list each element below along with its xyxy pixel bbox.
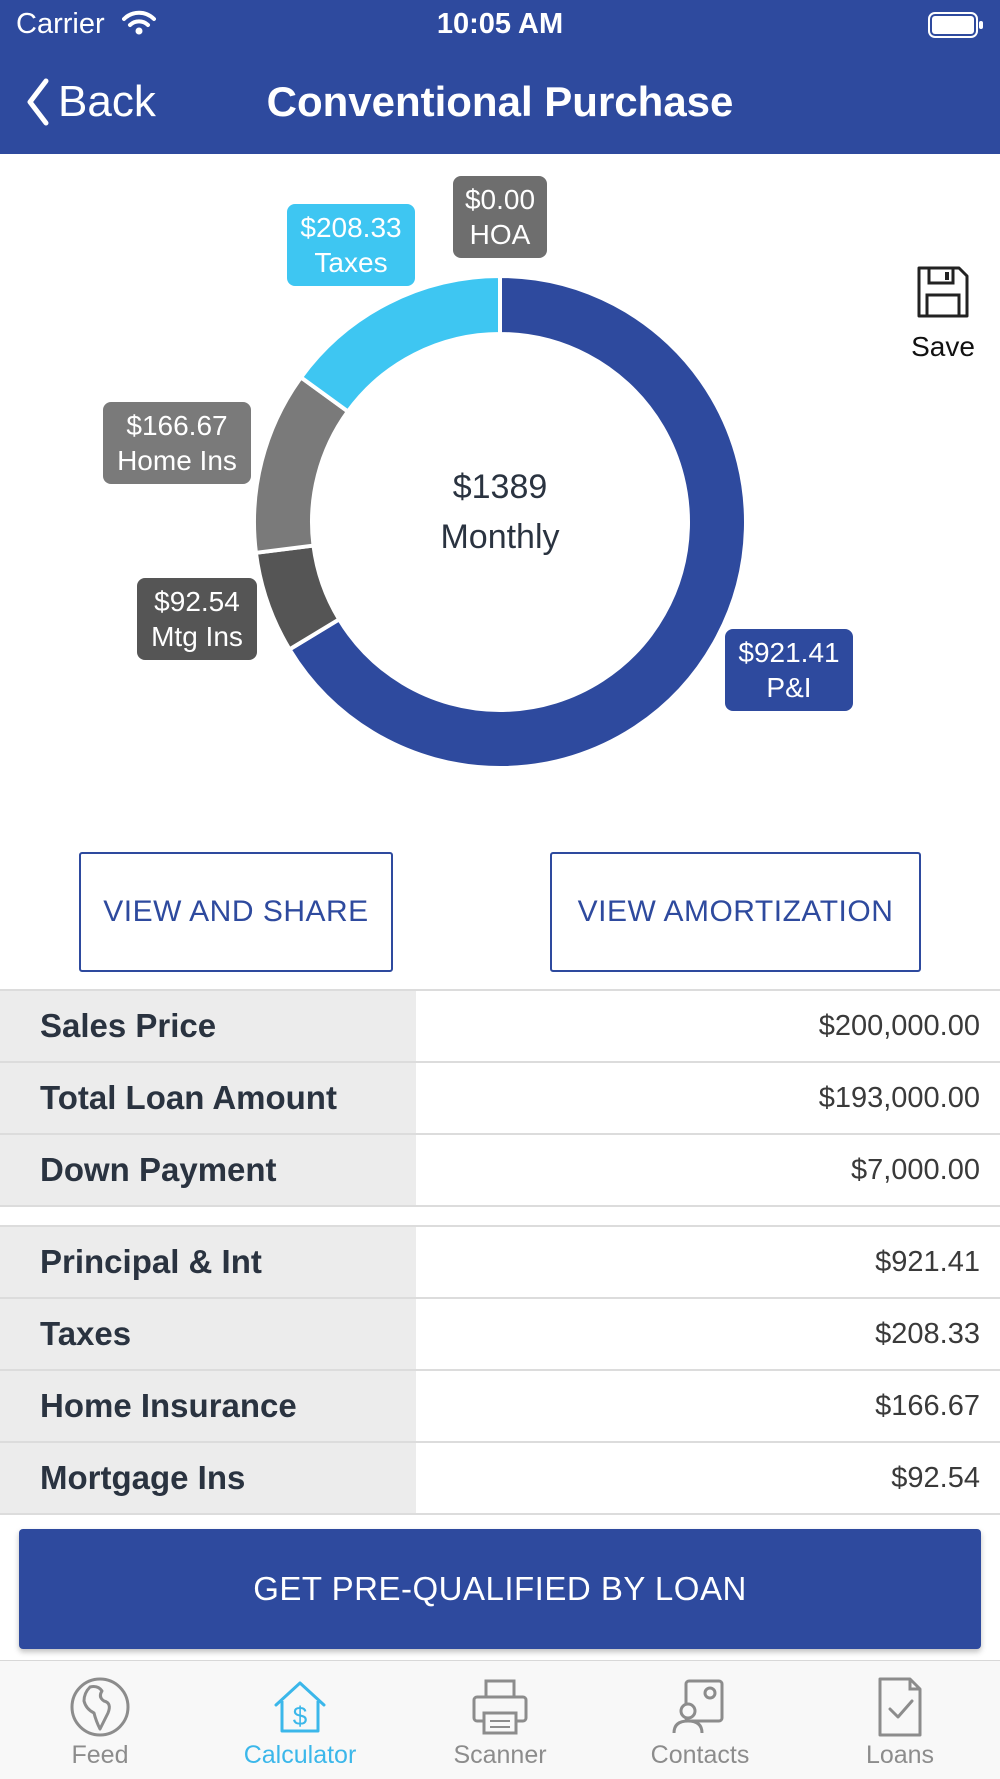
contacts-icon <box>672 1679 724 1734</box>
table-row: Principal & Int $921.41 <box>0 1227 1000 1299</box>
row-label: Down Payment <box>0 1135 416 1205</box>
tab-label: Contacts <box>650 1741 750 1769</box>
callout-pi: $921.41 P&I <box>725 629 853 711</box>
wifi-icon <box>122 10 156 35</box>
table-row: Sales Price $200,000.00 <box>0 991 1000 1063</box>
row-value: $208.33 <box>875 1317 980 1350</box>
save-button[interactable]: Save <box>900 264 986 363</box>
table-row: Home Insurance $166.67 <box>0 1371 1000 1443</box>
save-label: Save <box>911 331 975 362</box>
tab-bar: Feed $ Calculator Scanner Contacts <box>0 1660 1000 1779</box>
payment-donut-chart: $1389 Monthly <box>252 273 748 770</box>
row-label: Home Insurance <box>0 1371 416 1441</box>
row-value: $7,000.00 <box>850 1153 980 1186</box>
get-pre-qualified-button[interactable]: GET PRE-QUALIFIED BY LOAN <box>19 1529 981 1649</box>
tab-scanner[interactable]: Scanner <box>400 1661 600 1779</box>
document-check-icon <box>878 1677 922 1737</box>
tab-contacts[interactable]: Contacts <box>600 1661 800 1779</box>
callout-home-ins: $166.67 Home Ins <box>103 402 251 484</box>
callout-hoa-value: $0.00 <box>464 184 536 215</box>
printer-icon <box>472 1679 528 1735</box>
row-label: Total Loan Amount <box>0 1063 416 1133</box>
row-label: Sales Price <box>0 991 416 1061</box>
tab-label: Calculator <box>243 1741 357 1769</box>
tab-feed[interactable]: Feed <box>0 1661 200 1779</box>
loan-summary-table: Sales Price $200,000.00 Total Loan Amoun… <box>0 989 1000 1207</box>
callout-taxes-value: $208.33 <box>300 212 402 243</box>
payment-chart-area: $1389 Monthly <box>0 154 1000 814</box>
callout-mtg-ins-value: $92.54 <box>154 586 240 617</box>
view-and-share-button[interactable]: VIEW AND SHARE <box>79 852 393 972</box>
donut-slice-taxes <box>298 273 502 415</box>
status-carrier: Carrier <box>16 8 105 40</box>
donut-center-label: Monthly <box>440 518 559 556</box>
tab-loans[interactable]: Loans <box>800 1661 1000 1779</box>
tab-label: Loans <box>865 1741 935 1769</box>
row-value: $200,000.00 <box>818 1009 980 1042</box>
callout-home-ins-value: $166.67 <box>126 410 228 441</box>
table-row: Down Payment $7,000.00 <box>0 1135 1000 1207</box>
callout-taxes-label: Taxes <box>314 247 388 278</box>
donut-slice-p-i <box>286 273 748 770</box>
globe-icon <box>70 1677 130 1737</box>
tab-label: Scanner <box>453 1741 547 1769</box>
row-label: Mortgage Ins <box>0 1443 416 1513</box>
callout-pi-value: $921.41 <box>738 637 840 668</box>
row-value: $921.41 <box>875 1245 980 1278</box>
house-dollar-icon: $ <box>274 1681 326 1733</box>
table-row: Total Loan Amount $193,000.00 <box>0 1063 1000 1135</box>
floppy-disk-icon <box>917 266 969 318</box>
chevron-left-icon <box>27 78 49 126</box>
status-time: 10:05 AM <box>436 8 564 40</box>
row-label: Taxes <box>0 1299 416 1369</box>
table-row: Taxes $208.33 <box>0 1299 1000 1371</box>
callout-taxes: $208.33 Taxes <box>287 204 415 286</box>
tab-calculator[interactable]: $ Calculator <box>200 1661 400 1779</box>
view-amortization-button[interactable]: VIEW AMORTIZATION <box>550 852 921 972</box>
payment-breakdown-table: Principal & Int $921.41 Taxes $208.33 Ho… <box>0 1225 1000 1515</box>
callout-mtg-ins-label: Mtg Ins <box>151 621 243 652</box>
page-title: Conventional Purchase <box>266 78 734 125</box>
callout-pi-label: P&I <box>766 672 812 703</box>
row-value: $166.67 <box>875 1389 980 1422</box>
row-value: $193,000.00 <box>818 1081 980 1114</box>
callout-mtg-ins: $92.54 Mtg Ins <box>137 578 257 660</box>
back-button[interactable]: Back <box>24 74 156 130</box>
row-value: $92.54 <box>891 1461 980 1494</box>
callout-hoa-label: HOA <box>469 219 531 250</box>
callout-home-ins-label: Home Ins <box>117 445 237 476</box>
row-label: Principal & Int <box>0 1227 416 1297</box>
battery-icon <box>928 12 983 38</box>
donut-center-value: $1389 <box>453 468 548 506</box>
tab-label: Feed <box>71 1741 129 1769</box>
table-row: Mortgage Ins $92.54 <box>0 1443 1000 1515</box>
back-label: Back <box>58 77 156 126</box>
svg-text:$: $ <box>293 1701 308 1731</box>
top-bar: Carrier 10:05 AM Back Conventional Purch… <box>0 0 1000 154</box>
callout-hoa: $0.00 HOA <box>453 176 547 258</box>
